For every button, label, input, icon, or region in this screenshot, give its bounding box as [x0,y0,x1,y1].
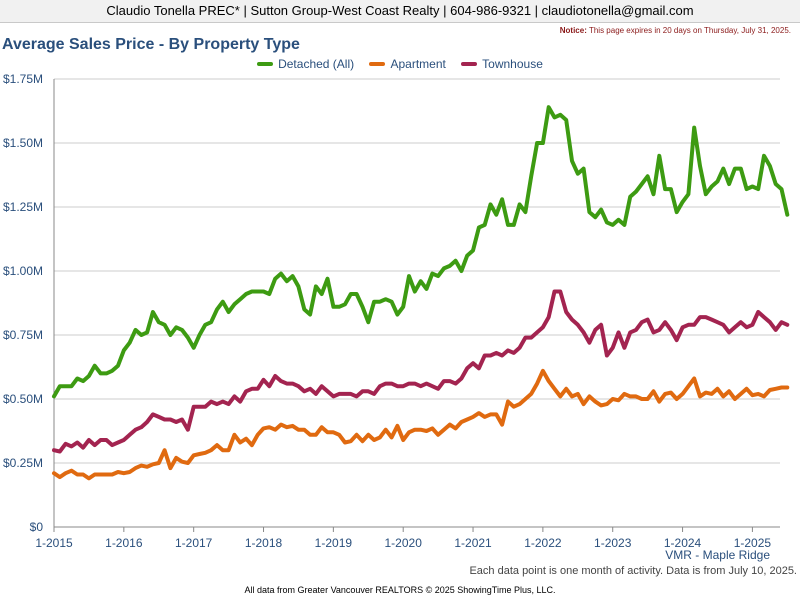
y-tick-label: $1.75M [3,72,43,86]
y-tick-label: $1.25M [3,200,43,214]
series-line-detached [52,105,790,399]
x-tick-label: 1-2024 [664,536,702,550]
x-tick-label: 1-2016 [105,536,143,550]
legend-label-townhouse: Townhouse [482,57,543,71]
expiry-notice: Notice: This page expires in 20 days on … [560,26,791,35]
notice-text: This page expires in 20 days on Thursday… [588,26,791,35]
x-tick-label: 1-2022 [524,536,562,550]
chart-title: Average Sales Price - By Property Type [2,36,300,53]
region-label: VMR - Maple Ridge [665,548,770,562]
y-tick-label: $0.75M [3,328,43,342]
x-tick-label: 1-2017 [175,536,213,550]
chart-legend: Detached (All) Apartment Townhouse [0,57,800,71]
data-footnote: Each data point is one month of activity… [469,565,797,577]
y-tick-label: $1.50M [3,136,43,150]
legend-swatch-detached [257,61,274,66]
y-tick-label: $0.25M [3,456,43,470]
series-line-apartment [52,368,790,481]
legend-swatch-apartment [369,61,386,66]
header-bar: Claudio Tonella PREC* | Sutton Group-Wes… [0,0,800,23]
legend-item-apartment[interactable]: Apartment [369,57,446,71]
notice-label: Notice: [559,26,587,35]
x-tick-label: 1-2023 [594,536,632,550]
x-tick-label: 1-2015 [35,536,73,550]
legend-label-apartment: Apartment [390,57,446,71]
x-tick-label: 1-2021 [454,536,492,550]
legend-label-detached: Detached (All) [278,57,355,71]
series-line-townhouse [52,289,790,454]
x-tick-label: 1-2025 [734,536,772,550]
y-tick-label: $0.50M [3,392,43,406]
y-tick-label: $1.00M [3,264,43,278]
x-tick-label: 1-2018 [245,536,283,550]
legend-item-detached[interactable]: Detached (All) [257,57,354,71]
data-credit: All data from Greater Vancouver REALTORS… [244,585,556,595]
x-tick-label: 1-2020 [385,536,423,550]
y-tick-label: $0 [30,520,44,534]
legend-item-townhouse[interactable]: Townhouse [461,57,543,71]
x-tick-label: 1-2019 [315,536,353,550]
header-text: Claudio Tonella PREC* | Sutton Group-Wes… [106,3,694,18]
legend-swatch-townhouse [461,61,478,66]
